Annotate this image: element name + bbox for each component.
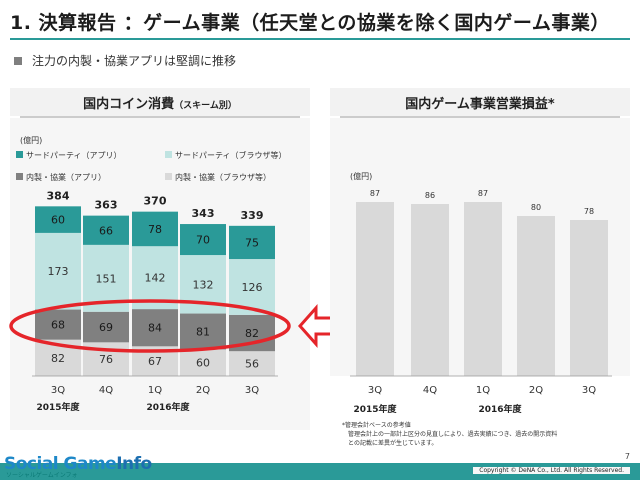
x-tick-label: 3Q <box>368 385 382 396</box>
segment-value-label: 68 <box>51 319 65 332</box>
legend-swatch <box>165 151 172 158</box>
period-label: 2015年度 <box>36 401 80 413</box>
segment-value-label: 82 <box>51 352 65 365</box>
stacked-bar-segment <box>35 232 81 310</box>
profit-value-label: 78 <box>584 207 594 216</box>
x-tick-label: 2Q <box>196 385 210 396</box>
bullet-square-icon <box>14 56 22 65</box>
period-label: 2016年度 <box>146 401 190 413</box>
x-tick-label: 4Q <box>99 385 113 396</box>
stacked-bar-segment <box>35 309 81 340</box>
profit-bar <box>411 204 449 376</box>
legend-label: 内製・協業（アプリ） <box>26 172 106 182</box>
segment-value-label: 60 <box>196 357 210 370</box>
segment-value-label: 81 <box>196 325 210 338</box>
left-unit-label: (億円) <box>20 135 42 145</box>
left-title-band <box>10 88 310 116</box>
segment-value-label: 70 <box>196 234 210 247</box>
stacked-bar-segment <box>229 351 275 376</box>
x-tick-label: 3Q <box>582 385 596 396</box>
profit-value-label: 80 <box>531 203 541 212</box>
stacked-bar-segment <box>180 313 226 350</box>
x-tick-label: 3Q <box>245 385 259 396</box>
page-title: 1. 決算報告 ：ゲーム事業（任天堂との協業を除く国内ゲーム事業） <box>10 12 610 34</box>
segment-value-label: 76 <box>99 353 113 366</box>
segment-value-label: 66 <box>99 224 113 237</box>
legend-label: サードパーティ（アプリ） <box>26 151 122 160</box>
highlight-ellipse <box>9 299 291 353</box>
legend-label: サードパーティ（ブラウザ等） <box>175 150 287 160</box>
segment-value-label: 126 <box>242 281 263 294</box>
profit-value-label: 87 <box>478 189 488 198</box>
footnote-line: *管理会計ベースの参考値 <box>342 422 411 429</box>
bar-total-label: 370 <box>144 195 167 208</box>
period-label: 2015年度 <box>353 403 397 415</box>
summary-bullet-text: 注力の内製・協業アプリは堅調に推移 <box>32 54 237 68</box>
copyright: Copyright © DeNA Co., Ltd. All Rights Re… <box>473 467 630 474</box>
stacked-bar-segment <box>180 224 226 256</box>
stacked-bar-segment <box>132 309 178 347</box>
watermark-logo: Social GameInfo <box>4 454 152 474</box>
segment-value-label: 75 <box>245 236 259 249</box>
stacked-bar-segment <box>180 349 226 376</box>
segment-value-label: 142 <box>145 272 166 285</box>
x-tick-label: 1Q <box>148 385 162 396</box>
right-chart-title: 国内ゲーム事業営業損益* <box>405 96 555 112</box>
segment-value-label: 69 <box>99 321 113 334</box>
x-tick-label: 1Q <box>476 385 490 396</box>
profit-value-label: 87 <box>370 189 380 198</box>
legend-swatch <box>16 173 23 180</box>
footnote-line: との記載に差異が生じています。 <box>348 440 438 447</box>
x-tick-label: 3Q <box>51 385 65 396</box>
summary-bullet: 注力の内製・協業アプリは堅調に推移 <box>14 52 236 69</box>
footnote: *管理会計ベースの参考値 管理会計上の一部計上区分の見直しにより、過去実績につき… <box>342 421 632 448</box>
stacked-bar-segment <box>83 215 129 245</box>
segment-value-label: 84 <box>148 322 162 335</box>
segment-value-label: 60 <box>51 214 65 227</box>
right-unit-label: (億円) <box>350 171 372 181</box>
stacked-bar-segment <box>35 206 81 233</box>
watermark-logo-sub: ソーシャルゲームインフォ <box>6 472 78 479</box>
segment-value-label: 78 <box>148 223 162 236</box>
stacked-bar-segment <box>229 225 275 260</box>
title-rule <box>10 38 630 40</box>
page-number: 7 <box>624 452 630 461</box>
bar-total-label: 343 <box>192 207 215 220</box>
footnote-line: 管理会計上の一部計上区分の見直しにより、過去実績につき、過去の開示資料 <box>348 431 558 438</box>
bar-total-label: 339 <box>241 209 264 222</box>
segment-value-label: 132 <box>193 278 214 291</box>
legend-swatch <box>16 151 23 158</box>
period-label: 2016年度 <box>478 403 522 415</box>
bar-total-label: 363 <box>95 199 118 212</box>
x-tick-label: 4Q <box>423 385 437 396</box>
stacked-bar-segment <box>132 246 178 310</box>
segment-value-label: 82 <box>245 327 259 340</box>
profit-value-label: 86 <box>425 191 435 200</box>
legend-swatch <box>165 173 172 180</box>
profit-bar <box>570 220 608 376</box>
profit-bar <box>464 202 502 376</box>
stacked-bar-segment <box>132 211 178 247</box>
x-tick-label: 2Q <box>529 385 543 396</box>
bar-total-label: 384 <box>47 189 70 202</box>
segment-value-label: 67 <box>148 355 162 368</box>
segment-value-label: 173 <box>48 265 69 278</box>
segment-value-label: 151 <box>96 272 117 285</box>
legend-label: 内製・協業（ブラウザ等） <box>175 172 271 182</box>
profit-bar <box>356 202 394 376</box>
right-title-band <box>330 88 630 116</box>
profit-bar <box>517 216 555 376</box>
segment-value-label: 56 <box>245 358 259 371</box>
stacked-bar-segment <box>83 311 129 343</box>
